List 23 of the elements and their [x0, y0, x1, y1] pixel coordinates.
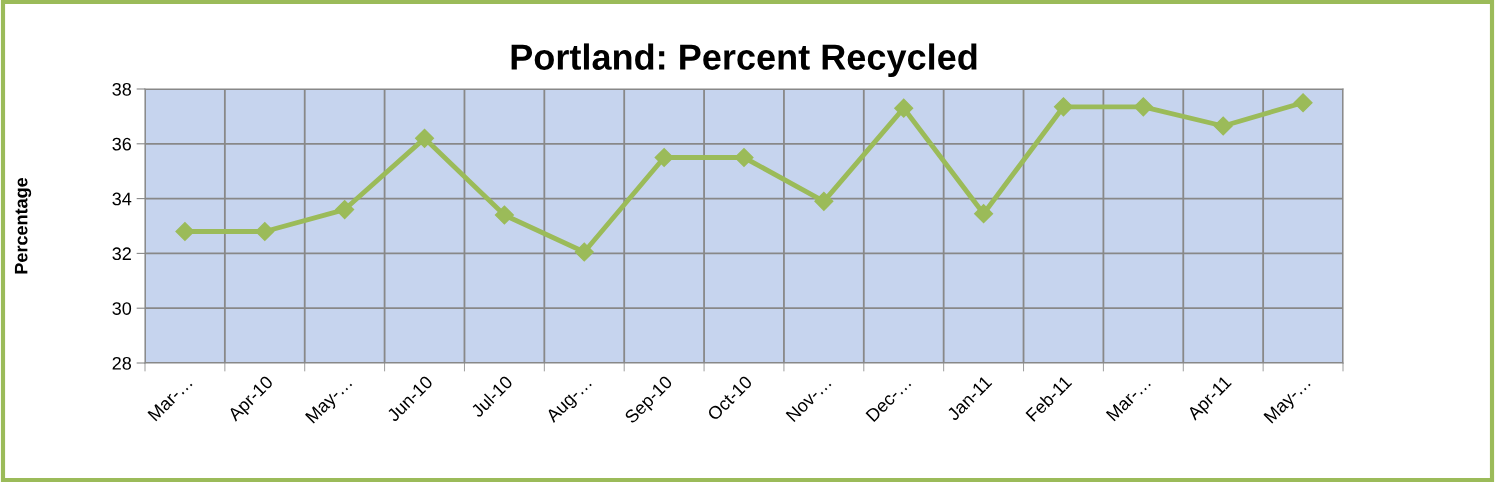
y-tick-label: 28 [112, 356, 132, 370]
point [814, 191, 834, 211]
y-tick-label: 34 [112, 192, 132, 206]
point [654, 147, 674, 168]
point [494, 205, 514, 225]
point [734, 147, 754, 168]
point [894, 98, 914, 118]
point [414, 128, 435, 148]
point [175, 221, 195, 242]
point [1293, 93, 1313, 113]
y-tick-label: 38 [112, 82, 132, 96]
point [255, 221, 275, 242]
point [335, 200, 355, 220]
y-tick-label: 30 [112, 302, 132, 315]
y-axis-title: Percentage [14, 177, 32, 274]
y-tick-label: 36 [112, 137, 132, 151]
point [1213, 116, 1233, 136]
point [1053, 97, 1074, 117]
point [974, 204, 994, 224]
y-tick-label: 32 [112, 247, 131, 261]
point [574, 242, 594, 262]
chart-title: Portland: Percent Recycled [511, 43, 977, 78]
point [1133, 97, 1153, 117]
